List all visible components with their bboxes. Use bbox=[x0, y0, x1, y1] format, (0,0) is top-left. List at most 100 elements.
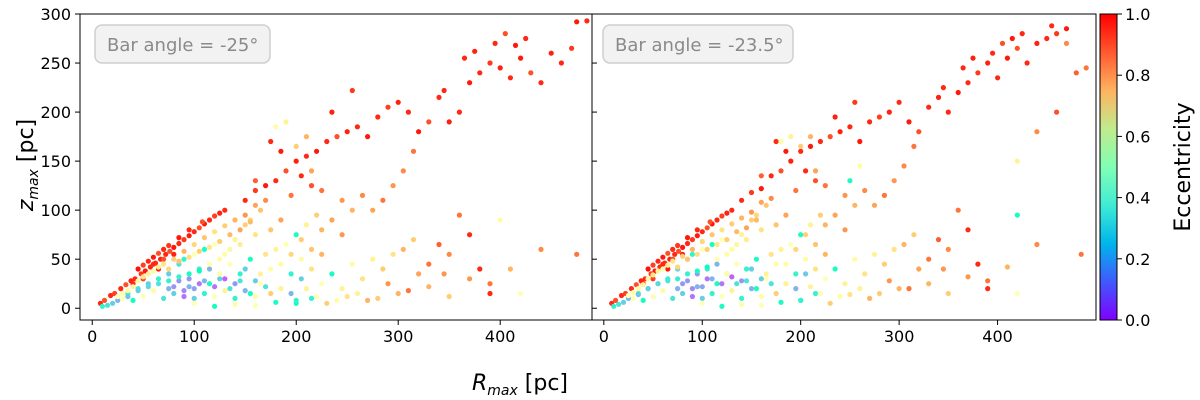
scatter-point bbox=[822, 183, 828, 189]
scatter-point bbox=[645, 286, 651, 292]
scatter-point bbox=[181, 248, 187, 254]
y-tick-label: 150 bbox=[40, 152, 71, 171]
scatter-point bbox=[349, 87, 355, 94]
scatter-point bbox=[278, 148, 284, 154]
scatter-point bbox=[975, 261, 981, 267]
scatter-point bbox=[734, 281, 740, 287]
scatter-point bbox=[645, 276, 651, 282]
scatter-point bbox=[734, 229, 740, 235]
colorbar-tick-label: 0.2 bbox=[1125, 250, 1150, 269]
scatter-point bbox=[212, 213, 218, 219]
scatter-point bbox=[324, 138, 330, 145]
scatter-point bbox=[155, 276, 162, 282]
scatter-point bbox=[140, 274, 146, 280]
scatter-point bbox=[672, 251, 678, 257]
scatter-point bbox=[803, 232, 809, 238]
scatter-point bbox=[477, 70, 483, 76]
scatter-point bbox=[161, 295, 167, 301]
scatter-point bbox=[798, 232, 804, 238]
scatter-point bbox=[375, 295, 381, 301]
scatter-point bbox=[807, 284, 814, 290]
scatter-point bbox=[303, 286, 309, 292]
scatter-point bbox=[441, 271, 447, 277]
scatter-point bbox=[123, 282, 129, 288]
scatter-point bbox=[120, 290, 126, 297]
scatter-point bbox=[196, 248, 202, 254]
scatter-point bbox=[344, 293, 350, 300]
scatter-point bbox=[650, 276, 656, 282]
scatter-point bbox=[812, 290, 819, 297]
scatter-point bbox=[763, 202, 769, 208]
scatter-point bbox=[753, 256, 760, 262]
scatter-point bbox=[616, 301, 622, 307]
scatter-point bbox=[758, 173, 764, 179]
scatter-point bbox=[359, 192, 366, 198]
scatter-point bbox=[314, 148, 320, 154]
scatter-point bbox=[1014, 158, 1020, 164]
scatter-point bbox=[881, 261, 888, 267]
scatter-point bbox=[324, 300, 330, 306]
scatter-point bbox=[670, 258, 676, 264]
scatter-point bbox=[130, 297, 136, 303]
scatter-point bbox=[461, 55, 468, 61]
scatter-point bbox=[538, 80, 544, 86]
scatter-point bbox=[611, 303, 617, 309]
scatter-point bbox=[584, 18, 590, 24]
scatter-point bbox=[758, 227, 764, 233]
scatter-point bbox=[891, 246, 897, 252]
scatter-point bbox=[217, 256, 223, 262]
scatter-point bbox=[497, 65, 503, 71]
y-axis-label: zmax [pc] bbox=[14, 119, 42, 212]
scatter-point bbox=[684, 240, 691, 247]
scatter-point bbox=[714, 217, 720, 223]
bar-angle-label-right: Bar angle = -23.5° bbox=[615, 35, 784, 56]
scatter-point bbox=[104, 302, 111, 308]
scatter-point bbox=[247, 290, 253, 297]
scatter-point bbox=[985, 60, 991, 66]
scatter-point bbox=[405, 109, 411, 115]
scatter-point bbox=[288, 290, 294, 297]
scatter-point bbox=[807, 134, 814, 140]
scatter-point bbox=[135, 288, 141, 294]
scatter-point bbox=[753, 217, 760, 223]
scatter-point bbox=[960, 65, 966, 71]
scatter-point bbox=[650, 262, 656, 268]
scatter-point bbox=[1004, 55, 1011, 61]
scatter-point bbox=[120, 295, 126, 301]
scatter-point bbox=[467, 276, 473, 282]
colorbar-tick-label: 1.0 bbox=[1125, 5, 1150, 24]
scatter-point bbox=[161, 261, 167, 267]
scatter-point bbox=[990, 50, 996, 56]
scatter-point bbox=[822, 276, 828, 282]
scatter-point bbox=[308, 266, 315, 272]
scatter-point bbox=[110, 300, 116, 306]
scatter-point bbox=[354, 124, 360, 130]
colorbar: Eccentricity 0.0 0.2 0.4 0.6 0.8 1.0 bbox=[1099, 5, 1196, 330]
scatter-point bbox=[263, 284, 269, 290]
scatter-point bbox=[709, 232, 715, 238]
scatter-point bbox=[252, 187, 258, 194]
scatter-point bbox=[739, 301, 745, 307]
scatter-point bbox=[689, 251, 696, 257]
scatter-point bbox=[196, 281, 202, 287]
scatter-point bbox=[822, 222, 828, 228]
bar-angle-label-left: Bar angle = -25° bbox=[107, 35, 258, 56]
scatter-point bbox=[416, 271, 422, 277]
y-tick-label: 300 bbox=[40, 5, 71, 24]
scatter-point bbox=[1034, 40, 1040, 47]
scatter-point bbox=[758, 293, 764, 300]
scatter-point bbox=[263, 183, 269, 189]
scatter-point bbox=[886, 278, 892, 284]
scatter-point bbox=[857, 138, 863, 145]
scatter-point bbox=[186, 271, 192, 277]
scatter-point bbox=[871, 251, 878, 257]
scatter-point bbox=[232, 281, 238, 287]
scatter-point bbox=[354, 290, 360, 297]
scatter-point bbox=[212, 293, 218, 300]
scatter-point bbox=[896, 99, 902, 105]
scatter-point bbox=[758, 186, 764, 192]
scatter-point bbox=[1054, 109, 1060, 115]
scatter-point bbox=[263, 197, 269, 203]
scatter-point bbox=[694, 268, 700, 274]
scatter-point bbox=[222, 207, 228, 213]
